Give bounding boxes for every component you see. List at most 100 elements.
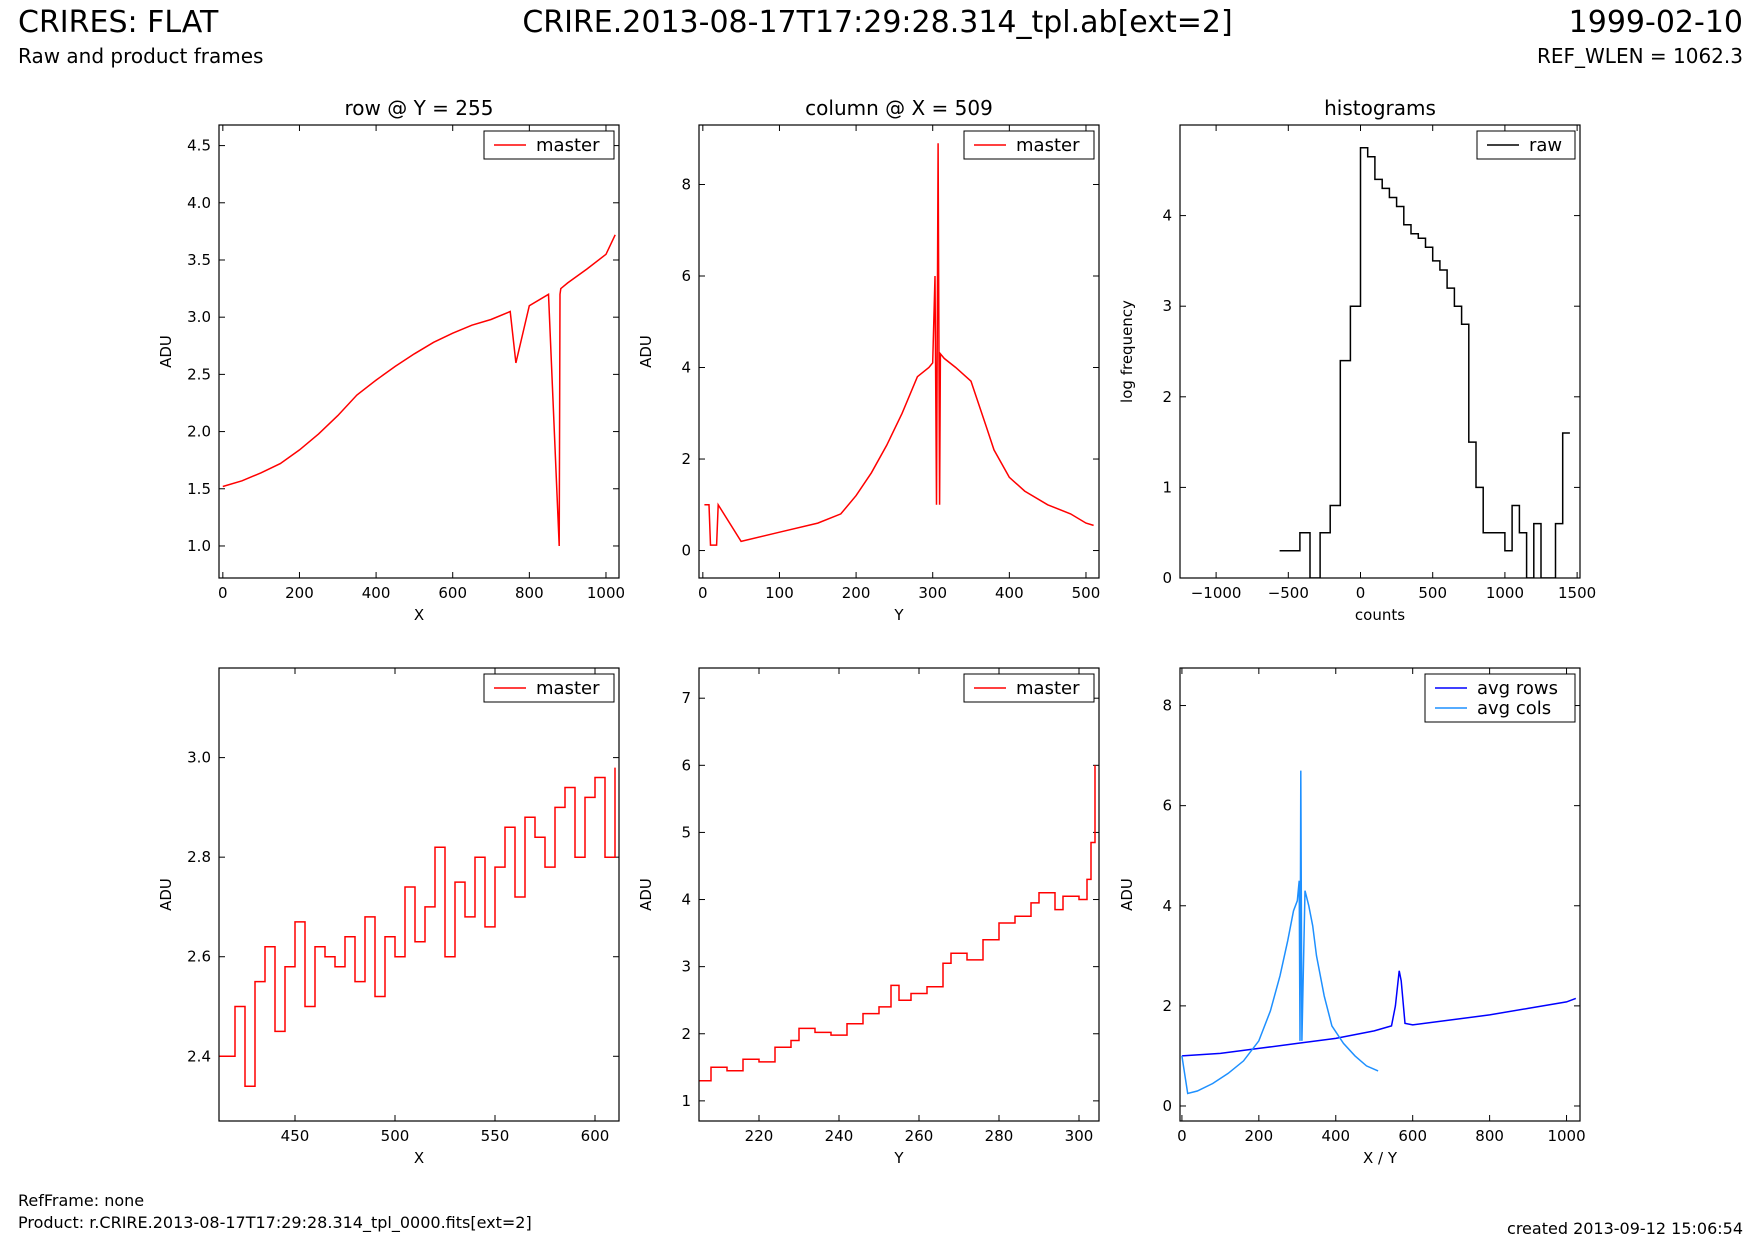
x-axis-label: Y xyxy=(893,1149,904,1167)
x-tick-label: 500 xyxy=(381,1127,410,1145)
x-tick-label: 0 xyxy=(1356,584,1366,602)
observation-date: 1999-02-10 xyxy=(1568,5,1743,40)
y-tick-label: 2.6 xyxy=(187,948,211,966)
x-tick-label: 0 xyxy=(218,584,228,602)
y-tick-label: 2 xyxy=(681,450,691,468)
legend: master xyxy=(483,673,615,703)
y-tick-label: 2.0 xyxy=(187,423,211,441)
y-tick-label: 3 xyxy=(681,958,691,976)
y-axis-label: ADU xyxy=(157,335,175,368)
series-line-master xyxy=(699,765,1096,1082)
x-tick-label: 200 xyxy=(842,584,871,602)
x-tick-label: 500 xyxy=(1418,584,1447,602)
x-tick-label: 100 xyxy=(765,584,794,602)
series-line-master xyxy=(219,767,616,1087)
series-group xyxy=(1279,146,1570,578)
y-tick-label: 4 xyxy=(1162,897,1172,915)
y-tick-label: 2.5 xyxy=(187,365,211,383)
series-group xyxy=(704,143,1094,546)
y-tick-label: 1 xyxy=(681,1092,691,1110)
x-axis-label: Y xyxy=(893,606,904,624)
legend: master xyxy=(963,673,1095,703)
series-group xyxy=(222,234,616,547)
y-tick-label: 8 xyxy=(681,175,691,193)
y-axis-label: ADU xyxy=(1118,878,1136,911)
y-tick-label: 3.0 xyxy=(187,749,211,767)
legend-label: avg rows xyxy=(1477,678,1558,699)
series-line-raw xyxy=(1279,146,1570,578)
x-tick-label: 400 xyxy=(995,584,1024,602)
x-tick-label: 800 xyxy=(515,584,544,602)
chart-title: row @ Y = 255 xyxy=(345,96,494,120)
file-name: CRIRE.2013-08-17T17:29:28.314_tpl.ab[ext… xyxy=(522,5,1233,40)
series-line-avg-rows xyxy=(1181,970,1577,1057)
x-tick-label: 400 xyxy=(1321,1127,1350,1145)
legend-label: master xyxy=(1016,678,1080,699)
chart-column: column @ X = 509 0 100 200 300 400 500 0 2 4 6 8 Y AD… xyxy=(637,96,1100,624)
y-tick-label: 3.5 xyxy=(187,251,211,269)
y-tick-label: 6 xyxy=(681,756,691,774)
x-tick-label: 240 xyxy=(825,1127,854,1145)
x-tick-label: 550 xyxy=(481,1127,510,1145)
x-axis-label: counts xyxy=(1355,606,1405,624)
chart-averages: 0 200 400 600 800 1000 0 2 4 6 8 X / Y ADU avg rowsav… xyxy=(1118,667,1586,1167)
x-tick-label: 600 xyxy=(581,1127,610,1145)
creation-timestamp: created 2013-09-12 15:06:54 xyxy=(1507,1219,1743,1238)
x-tick-label: 280 xyxy=(985,1127,1014,1145)
y-tick-label: 6 xyxy=(681,267,691,285)
figure-subtitle: Raw and product frames xyxy=(18,44,264,68)
y-tick-label: 2 xyxy=(1162,997,1172,1015)
chart-histograms: histograms −1000 −500 0 500 1000 1500 0 1 2 3 4 coun… xyxy=(1118,96,1596,624)
legend-label: master xyxy=(1016,135,1080,156)
y-axis-label: ADU xyxy=(637,335,655,368)
y-tick-label: 2 xyxy=(681,1025,691,1043)
chart-title: histograms xyxy=(1324,96,1436,120)
plot-frame xyxy=(218,124,620,579)
y-tick-label: 8 xyxy=(1162,697,1172,715)
x-tick-label: 500 xyxy=(1072,584,1101,602)
legend-label: avg cols xyxy=(1477,698,1551,719)
x-axis-label: X xyxy=(414,606,424,624)
x-tick-label: 1000 xyxy=(1547,1127,1585,1145)
plot-frame xyxy=(1179,667,1581,1122)
y-tick-label: 4 xyxy=(681,891,691,909)
y-axis-label: log frequency xyxy=(1118,300,1136,403)
y-tick-label: 4.5 xyxy=(187,137,211,155)
y-tick-label: 2.4 xyxy=(187,1047,211,1065)
y-tick-label: 4 xyxy=(681,359,691,377)
chart-row-zoom: 450 500 550 600 2.4 2.6 2.8 3.0 X ADU master xyxy=(157,667,620,1167)
legend-box xyxy=(1424,673,1576,723)
chart-row: row @ Y = 255 0 200 400 600 800 1000 1.0 1.5 2.0 2… xyxy=(157,96,625,624)
y-tick-label: 6 xyxy=(1162,797,1172,815)
y-tick-label: 5 xyxy=(681,823,691,841)
chart-title: column @ X = 509 xyxy=(805,96,993,120)
x-tick-label: 260 xyxy=(905,1127,934,1145)
y-tick-label: 3.0 xyxy=(187,308,211,326)
x-tick-label: 600 xyxy=(438,584,467,602)
x-tick-label: 200 xyxy=(285,584,314,602)
y-tick-label: 1.0 xyxy=(187,537,211,555)
reference-wavelength: REF_WLEN = 1062.3 xyxy=(1536,44,1743,68)
series-line-master xyxy=(222,234,616,547)
y-tick-label: 1 xyxy=(1162,478,1172,496)
x-tick-label: 800 xyxy=(1475,1127,1504,1145)
legend: master xyxy=(963,130,1095,160)
x-tick-label: 1000 xyxy=(1486,584,1524,602)
y-tick-label: 0 xyxy=(681,542,691,560)
series-line-avg-cols xyxy=(1181,770,1379,1095)
series-group xyxy=(219,767,616,1087)
x-tick-label: 0 xyxy=(1177,1127,1187,1145)
plot-frame xyxy=(1179,124,1581,579)
x-tick-label: 300 xyxy=(918,584,947,602)
legend-label: master xyxy=(536,135,600,156)
series-group xyxy=(1181,770,1577,1095)
legend-label: master xyxy=(536,678,600,699)
x-tick-label: 400 xyxy=(362,584,391,602)
x-tick-label: 450 xyxy=(281,1127,310,1145)
y-tick-label: 0 xyxy=(1162,569,1172,587)
x-axis-label: X xyxy=(414,1149,424,1167)
x-tick-label: 220 xyxy=(745,1127,774,1145)
x-axis-label: X / Y xyxy=(1363,1149,1398,1167)
y-tick-label: 0 xyxy=(1162,1097,1172,1115)
